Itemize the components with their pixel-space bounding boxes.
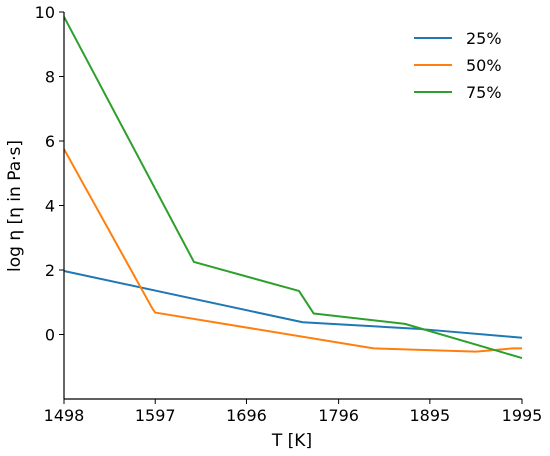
series-line-3 [63, 16, 523, 359]
legend-label: 50% [466, 56, 502, 75]
x-axis-label: T [K] [271, 431, 312, 451]
y-tick-label: 8 [45, 68, 55, 87]
x-tick-label: 1498 [44, 406, 85, 425]
legend-label: 75% [466, 83, 502, 102]
series-line-1 [63, 269, 523, 339]
x-tick-label: 1597 [135, 406, 176, 425]
y-tick-label: 2 [45, 261, 55, 280]
x-tick-label: 1995 [502, 406, 543, 425]
x-tick-label: 1895 [409, 406, 450, 425]
y-axis-label: log η [η in Pa·s] [5, 140, 25, 272]
legend: 25% 50% 75% [414, 29, 502, 102]
ticks-layer: 1498 1597 1696 1796 1895 1995 0 2 4 6 8 10 [35, 3, 543, 425]
series-line-2 [63, 148, 522, 353]
axes-layer [63, 12, 522, 400]
y-tick-label: 4 [45, 197, 55, 216]
legend-label: 25% [466, 29, 502, 48]
y-tick-label: 0 [45, 326, 55, 345]
x-tick-label: 1796 [318, 406, 359, 425]
series-layer [63, 16, 523, 359]
y-tick-label: 6 [45, 132, 55, 151]
x-tick-label: 1696 [226, 406, 267, 425]
y-tick-label: 10 [35, 3, 55, 22]
